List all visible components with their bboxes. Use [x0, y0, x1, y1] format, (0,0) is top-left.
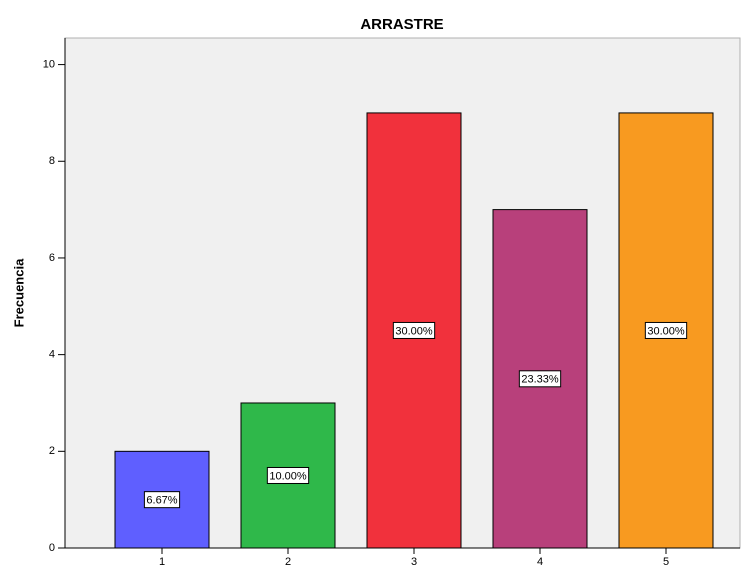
x-tick-label: 5 [663, 556, 669, 568]
value-label: 30.00% [647, 325, 685, 337]
value-label-box [143, 491, 181, 509]
y-tick-label: 8 [49, 155, 55, 167]
value-label-box [392, 321, 436, 339]
y-tick-label: 4 [49, 349, 55, 361]
value-label: 6.67% [146, 495, 177, 507]
x-tick-label: 2 [285, 556, 291, 568]
y-axis-label: Frecuencia [11, 258, 26, 327]
y-tick-label: 10 [43, 58, 55, 70]
value-label-box [266, 466, 310, 484]
x-tick-label: 1 [159, 556, 165, 568]
value-label: 10.00% [269, 470, 307, 482]
value-label-box [518, 370, 562, 388]
x-tick-label: 4 [537, 556, 543, 568]
value-label: 23.33% [521, 374, 559, 386]
x-tick-label: 3 [411, 556, 417, 568]
value-label-box [644, 321, 688, 339]
value-label: 30.00% [395, 325, 433, 337]
y-tick-label: 2 [49, 445, 55, 457]
y-tick-label: 6 [49, 252, 55, 264]
chart-title: ARRASTRE [360, 16, 443, 33]
y-tick-label: 0 [49, 542, 55, 554]
